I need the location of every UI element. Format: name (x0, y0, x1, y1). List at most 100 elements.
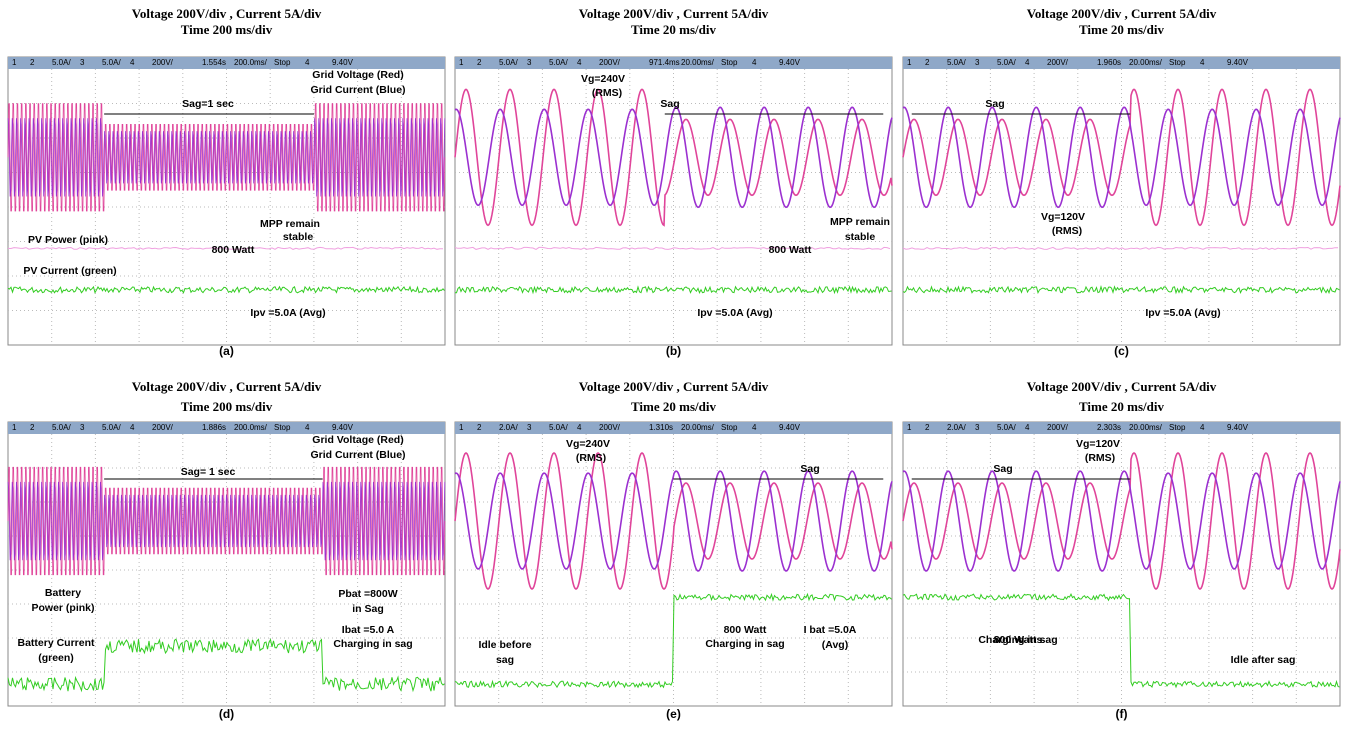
status-text: 3 (975, 423, 980, 432)
status-bar (903, 57, 1340, 69)
panel-subtitle: Time 20 ms/div (631, 22, 716, 37)
panel-title: Voltage 200V/div , Current 5A/div (132, 379, 322, 394)
annotation: Sag (993, 463, 1012, 475)
status-text: 1 (12, 58, 17, 67)
status-text: 20.00ms/ (1129, 58, 1163, 67)
annotation: Grid Current (Blue) (310, 449, 405, 461)
annotation: Ipv =5.0A (Avg) (1145, 307, 1220, 319)
annotation: (RMS) (592, 87, 622, 99)
panel-subtitle: Time 20 ms/div (631, 399, 716, 414)
status-text: 200V/ (599, 58, 621, 67)
status-text: 3 (527, 423, 532, 432)
annotation: Idle before (478, 639, 531, 651)
status-text: 3 (80, 58, 85, 67)
status-text: 2 (477, 58, 482, 67)
status-text: 1 (459, 423, 464, 432)
status-text: 4 (1200, 58, 1205, 67)
annotation: Charging in sag (333, 638, 412, 650)
annotation: I bat =5.0A (804, 624, 857, 636)
status-text: 200V/ (599, 423, 621, 432)
status-text: 20.00ms/ (681, 423, 715, 432)
annotation: Sag= 1 sec (181, 466, 236, 478)
status-text: Stop (721, 423, 738, 432)
status-text: Stop (274, 58, 291, 67)
status-bar (455, 422, 892, 434)
annotation: stable (283, 231, 314, 243)
status-text: 1 (459, 58, 464, 67)
annotation: Vg=120V (1076, 438, 1120, 450)
annotation: MPP remain (830, 216, 890, 228)
status-text: 9.40V (779, 58, 801, 67)
annotation: Sag (660, 98, 679, 110)
annotation: 800 Watts (994, 634, 1043, 646)
annotation: 800 Watt (724, 624, 767, 636)
status-text: 4 (305, 58, 310, 67)
status-text: Stop (1169, 58, 1186, 67)
status-text: 4 (1200, 423, 1205, 432)
status-text: 4 (752, 423, 757, 432)
status-text: 1.310s (649, 423, 673, 432)
status-text: 9.40V (1227, 423, 1249, 432)
status-text: 971.4ms (649, 58, 680, 67)
status-text: 2.303s (1097, 423, 1121, 432)
status-text: 5.0A/ (997, 423, 1016, 432)
status-text: 5.0A/ (102, 58, 121, 67)
status-text: Stop (721, 58, 738, 67)
annotation: Ipv =5.0A (Avg) (250, 307, 325, 319)
annotation: Sag (800, 463, 819, 475)
status-text: 2 (30, 423, 35, 432)
status-text: 4 (1025, 58, 1030, 67)
annotation: Vg=240V (566, 438, 610, 450)
panel-caption: (e) (666, 707, 681, 721)
status-text: 5.0A/ (499, 58, 518, 67)
panel-title: Voltage 200V/div , Current 5A/div (1027, 379, 1217, 394)
panel-title: Voltage 200V/div , Current 5A/div (579, 379, 769, 394)
status-text: 200V/ (1047, 423, 1069, 432)
status-text: 1 (12, 423, 17, 432)
status-text: 5.0A/ (52, 423, 71, 432)
annotation: MPP remain (260, 218, 320, 230)
annotation: sag (496, 654, 514, 666)
annotation: in Sag (352, 603, 384, 615)
status-text: 9.40V (779, 423, 801, 432)
status-text: 2 (925, 423, 930, 432)
status-text: 5.0A/ (947, 58, 966, 67)
status-text: 2 (925, 58, 930, 67)
status-text: 4 (752, 58, 757, 67)
status-text: 3 (975, 58, 980, 67)
status-text: 5.0A/ (102, 423, 121, 432)
annotation: Power (pink) (31, 602, 94, 614)
panel-title: Voltage 200V/div , Current 5A/div (132, 6, 322, 21)
panel-caption: (d) (219, 707, 234, 721)
annotation: (green) (38, 652, 74, 664)
status-text: 1.886s (202, 423, 226, 432)
annotation: (RMS) (576, 452, 606, 464)
status-text: 4 (305, 423, 310, 432)
status-text: 9.40V (332, 58, 354, 67)
status-text: 5.0A/ (52, 58, 71, 67)
status-text: 200.0ms/ (234, 423, 268, 432)
status-text: 200V/ (1047, 58, 1069, 67)
panel-subtitle: Time 200 ms/div (181, 22, 273, 37)
annotation: (Avg) (822, 639, 848, 651)
annotation: Idle after sag (1231, 654, 1296, 666)
panel-caption: (b) (666, 344, 681, 358)
annotation: 800 Watt (212, 244, 255, 256)
panel-title: Voltage 200V/div , Current 5A/div (1027, 6, 1217, 21)
panel-subtitle: Time 20 ms/div (1079, 22, 1164, 37)
status-text: 4 (130, 58, 135, 67)
figure: Voltage 200V/div , Current 5A/divTime 20… (0, 0, 1352, 728)
annotation: Vg=120V (1041, 211, 1085, 223)
status-text: 200V/ (152, 423, 174, 432)
status-text: 1 (907, 58, 912, 67)
annotation: (RMS) (1052, 225, 1082, 237)
annotation: Battery Current (17, 637, 95, 649)
annotation: PV Power (pink) (28, 234, 108, 246)
annotation: 800 Watt (769, 244, 812, 256)
status-bar (8, 57, 445, 69)
status-text: 9.40V (332, 423, 354, 432)
